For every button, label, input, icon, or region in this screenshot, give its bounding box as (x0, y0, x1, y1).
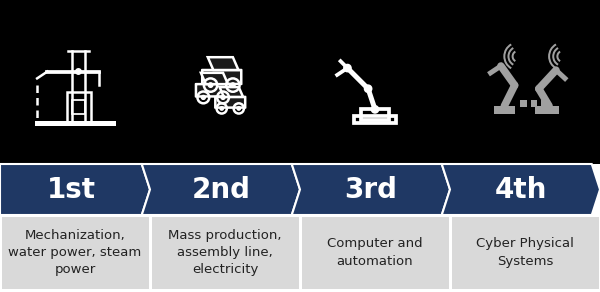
Bar (1, 216, 149, 288)
Polygon shape (201, 73, 228, 84)
Text: 1st: 1st (46, 175, 95, 204)
Bar (355, 116, 395, 123)
Text: Mechanization,
water power, steam
power: Mechanization, water power, steam power (8, 229, 142, 277)
Bar (541, 100, 548, 107)
Bar (72, 100, 85, 114)
Circle shape (237, 107, 241, 110)
Bar (535, 106, 559, 114)
Bar (151, 216, 299, 288)
Polygon shape (442, 164, 600, 215)
Bar (452, 216, 599, 288)
FancyBboxPatch shape (215, 97, 245, 108)
Circle shape (76, 69, 81, 74)
Circle shape (220, 107, 223, 110)
FancyBboxPatch shape (196, 84, 230, 96)
Polygon shape (142, 164, 300, 215)
Circle shape (230, 83, 235, 87)
Text: 4th: 4th (494, 175, 547, 204)
Polygon shape (292, 164, 450, 215)
Bar (0, 215, 600, 290)
Text: Mass production,
assembly line,
electricity: Mass production, assembly line, electric… (168, 229, 282, 277)
FancyBboxPatch shape (202, 70, 241, 84)
Bar (520, 100, 527, 107)
Text: Cyber Physical
Systems: Cyber Physical Systems (476, 237, 574, 268)
Circle shape (221, 95, 225, 99)
Text: 3rd: 3rd (344, 175, 397, 204)
Circle shape (208, 83, 213, 87)
Polygon shape (0, 164, 150, 215)
Text: 2nd: 2nd (191, 175, 250, 204)
Text: Computer and
automation: Computer and automation (327, 237, 423, 268)
Bar (361, 110, 389, 120)
Bar (494, 106, 515, 114)
Bar (0, 0, 600, 164)
Circle shape (202, 95, 205, 99)
Bar (302, 216, 449, 288)
Polygon shape (208, 57, 238, 70)
Bar (67, 92, 91, 123)
Bar (530, 100, 538, 107)
Polygon shape (220, 87, 243, 97)
